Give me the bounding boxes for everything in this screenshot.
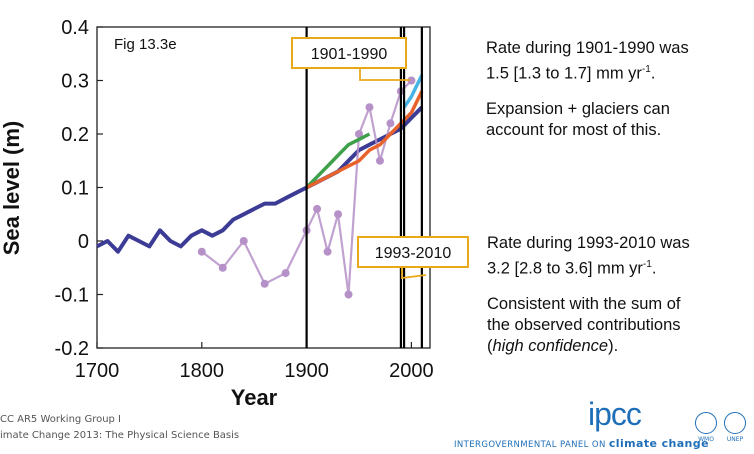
ipcc-logo: ipcc xyxy=(588,396,642,432)
series-point xyxy=(365,103,374,112)
y-axis-title: Sea level (m) xyxy=(0,121,24,256)
y-tick-label: -0.2 xyxy=(55,338,89,360)
ipcc-tagline: INTERGOVERNMENTAL PANEL ON climate chang… xyxy=(454,437,709,450)
series-line xyxy=(402,74,424,109)
wmo-globe-icon xyxy=(695,412,717,434)
wmo-label: WMO xyxy=(698,436,714,443)
note-rate-1901-1990-text: Rate during 1901-1990 was 1.5 [1.3 to 1.… xyxy=(486,38,748,85)
y-tick-label: 0.1 xyxy=(61,178,89,200)
series-point xyxy=(344,290,353,299)
unep-globe-icon xyxy=(724,412,746,434)
series-point xyxy=(334,210,343,219)
note-rate-1901-1990-line1: Rate during 1901-1990 was xyxy=(486,39,689,57)
note-consistent-line3-close: ). xyxy=(608,336,619,355)
period-callout-label: 1993-2010 xyxy=(375,245,452,262)
y-tick-label: -0.1 xyxy=(55,285,89,307)
note-consistent-line1: Consistent with the sum of xyxy=(487,294,681,313)
series-point xyxy=(281,269,290,278)
wmo-logo: WMO xyxy=(695,412,717,443)
y-tick-label: 0 xyxy=(78,231,89,253)
x-tick-label: 2000 xyxy=(389,360,434,382)
note-consistent-line2: the observed contributions xyxy=(487,315,681,334)
series-line xyxy=(96,105,424,254)
note-rate-1901-1990-period: . xyxy=(650,64,656,83)
note-expansion-line2: account for most of this. xyxy=(486,120,662,139)
period-callout-box xyxy=(291,37,407,69)
series-point xyxy=(375,156,384,165)
unep-logo: UNEP xyxy=(724,412,746,443)
note-expansion-glaciers: Expansion + glaciers can account for mos… xyxy=(486,99,748,141)
ipcc-tagline-bold: climate change xyxy=(608,437,709,450)
note-high-confidence: high confidence xyxy=(492,336,609,355)
note-rate-1993-2010-value: 3.2 [2.8 to 3.6] mm yr xyxy=(487,259,643,278)
series-line xyxy=(305,132,371,189)
note-rate-1993-2010-text: Rate during 1993-2010 was 3.2 [2.8 to 3.… xyxy=(487,233,749,280)
x-axis-title: Year xyxy=(231,385,278,410)
note-expansion-line1: Expansion + glaciers can xyxy=(486,99,670,118)
y-tick-label: 0.4 xyxy=(61,17,89,39)
x-tick-label: 1900 xyxy=(284,360,329,382)
series-point xyxy=(323,247,332,256)
unep-label: UNEP xyxy=(726,436,744,443)
figure-label: Fig 13.3e xyxy=(114,36,177,53)
footer-report-title: imate Change 2013: The Physical Science … xyxy=(0,430,240,441)
note-consistent-line3-open: ( xyxy=(487,336,493,355)
series-line xyxy=(201,79,413,296)
plot-area xyxy=(96,26,431,349)
note-rate-1993-2010-period: . xyxy=(651,259,657,278)
series-point xyxy=(386,119,395,128)
ipcc-tagline-prefix: INTERGOVERNMENTAL PANEL ON xyxy=(454,440,606,450)
period-callout-label: 1901-1990 xyxy=(311,46,388,63)
x-tick-label: 1700 xyxy=(75,360,120,382)
series-line xyxy=(305,90,424,190)
series-point xyxy=(218,263,227,272)
series-point xyxy=(197,247,206,256)
note-rate-1993-2010-exponent: -1 xyxy=(642,259,652,270)
period-callout-leader xyxy=(401,267,427,280)
note-rate-1993-2010: Rate during 1993-2010 was 3.2 [2.8 to 3.… xyxy=(487,233,749,357)
series-point xyxy=(260,279,269,288)
footer-working-group: CC AR5 Working Group I xyxy=(0,414,122,425)
y-tick-label: 0.3 xyxy=(61,71,89,93)
note-rate-1901-1990-value: 1.5 [1.3 to 1.7] mm yr xyxy=(486,64,642,83)
note-rate-1901-1990: Rate during 1901-1990 was 1.5 [1.3 to 1.… xyxy=(486,38,748,141)
series-point xyxy=(313,204,322,213)
series-point xyxy=(355,130,363,138)
x-tick-label: 1800 xyxy=(180,360,225,382)
y-tick-label: 0.2 xyxy=(61,124,89,146)
period-callout-leader xyxy=(359,68,410,81)
series-point xyxy=(407,76,416,85)
note-rate-1901-1990-exponent: -1 xyxy=(641,64,651,75)
series-point xyxy=(239,237,248,245)
period-callout-box xyxy=(357,236,469,268)
note-rate-1993-2010-line1: Rate during 1993-2010 was xyxy=(487,234,690,252)
note-consistent-sum: Consistent with the sum of the observed … xyxy=(487,294,749,357)
